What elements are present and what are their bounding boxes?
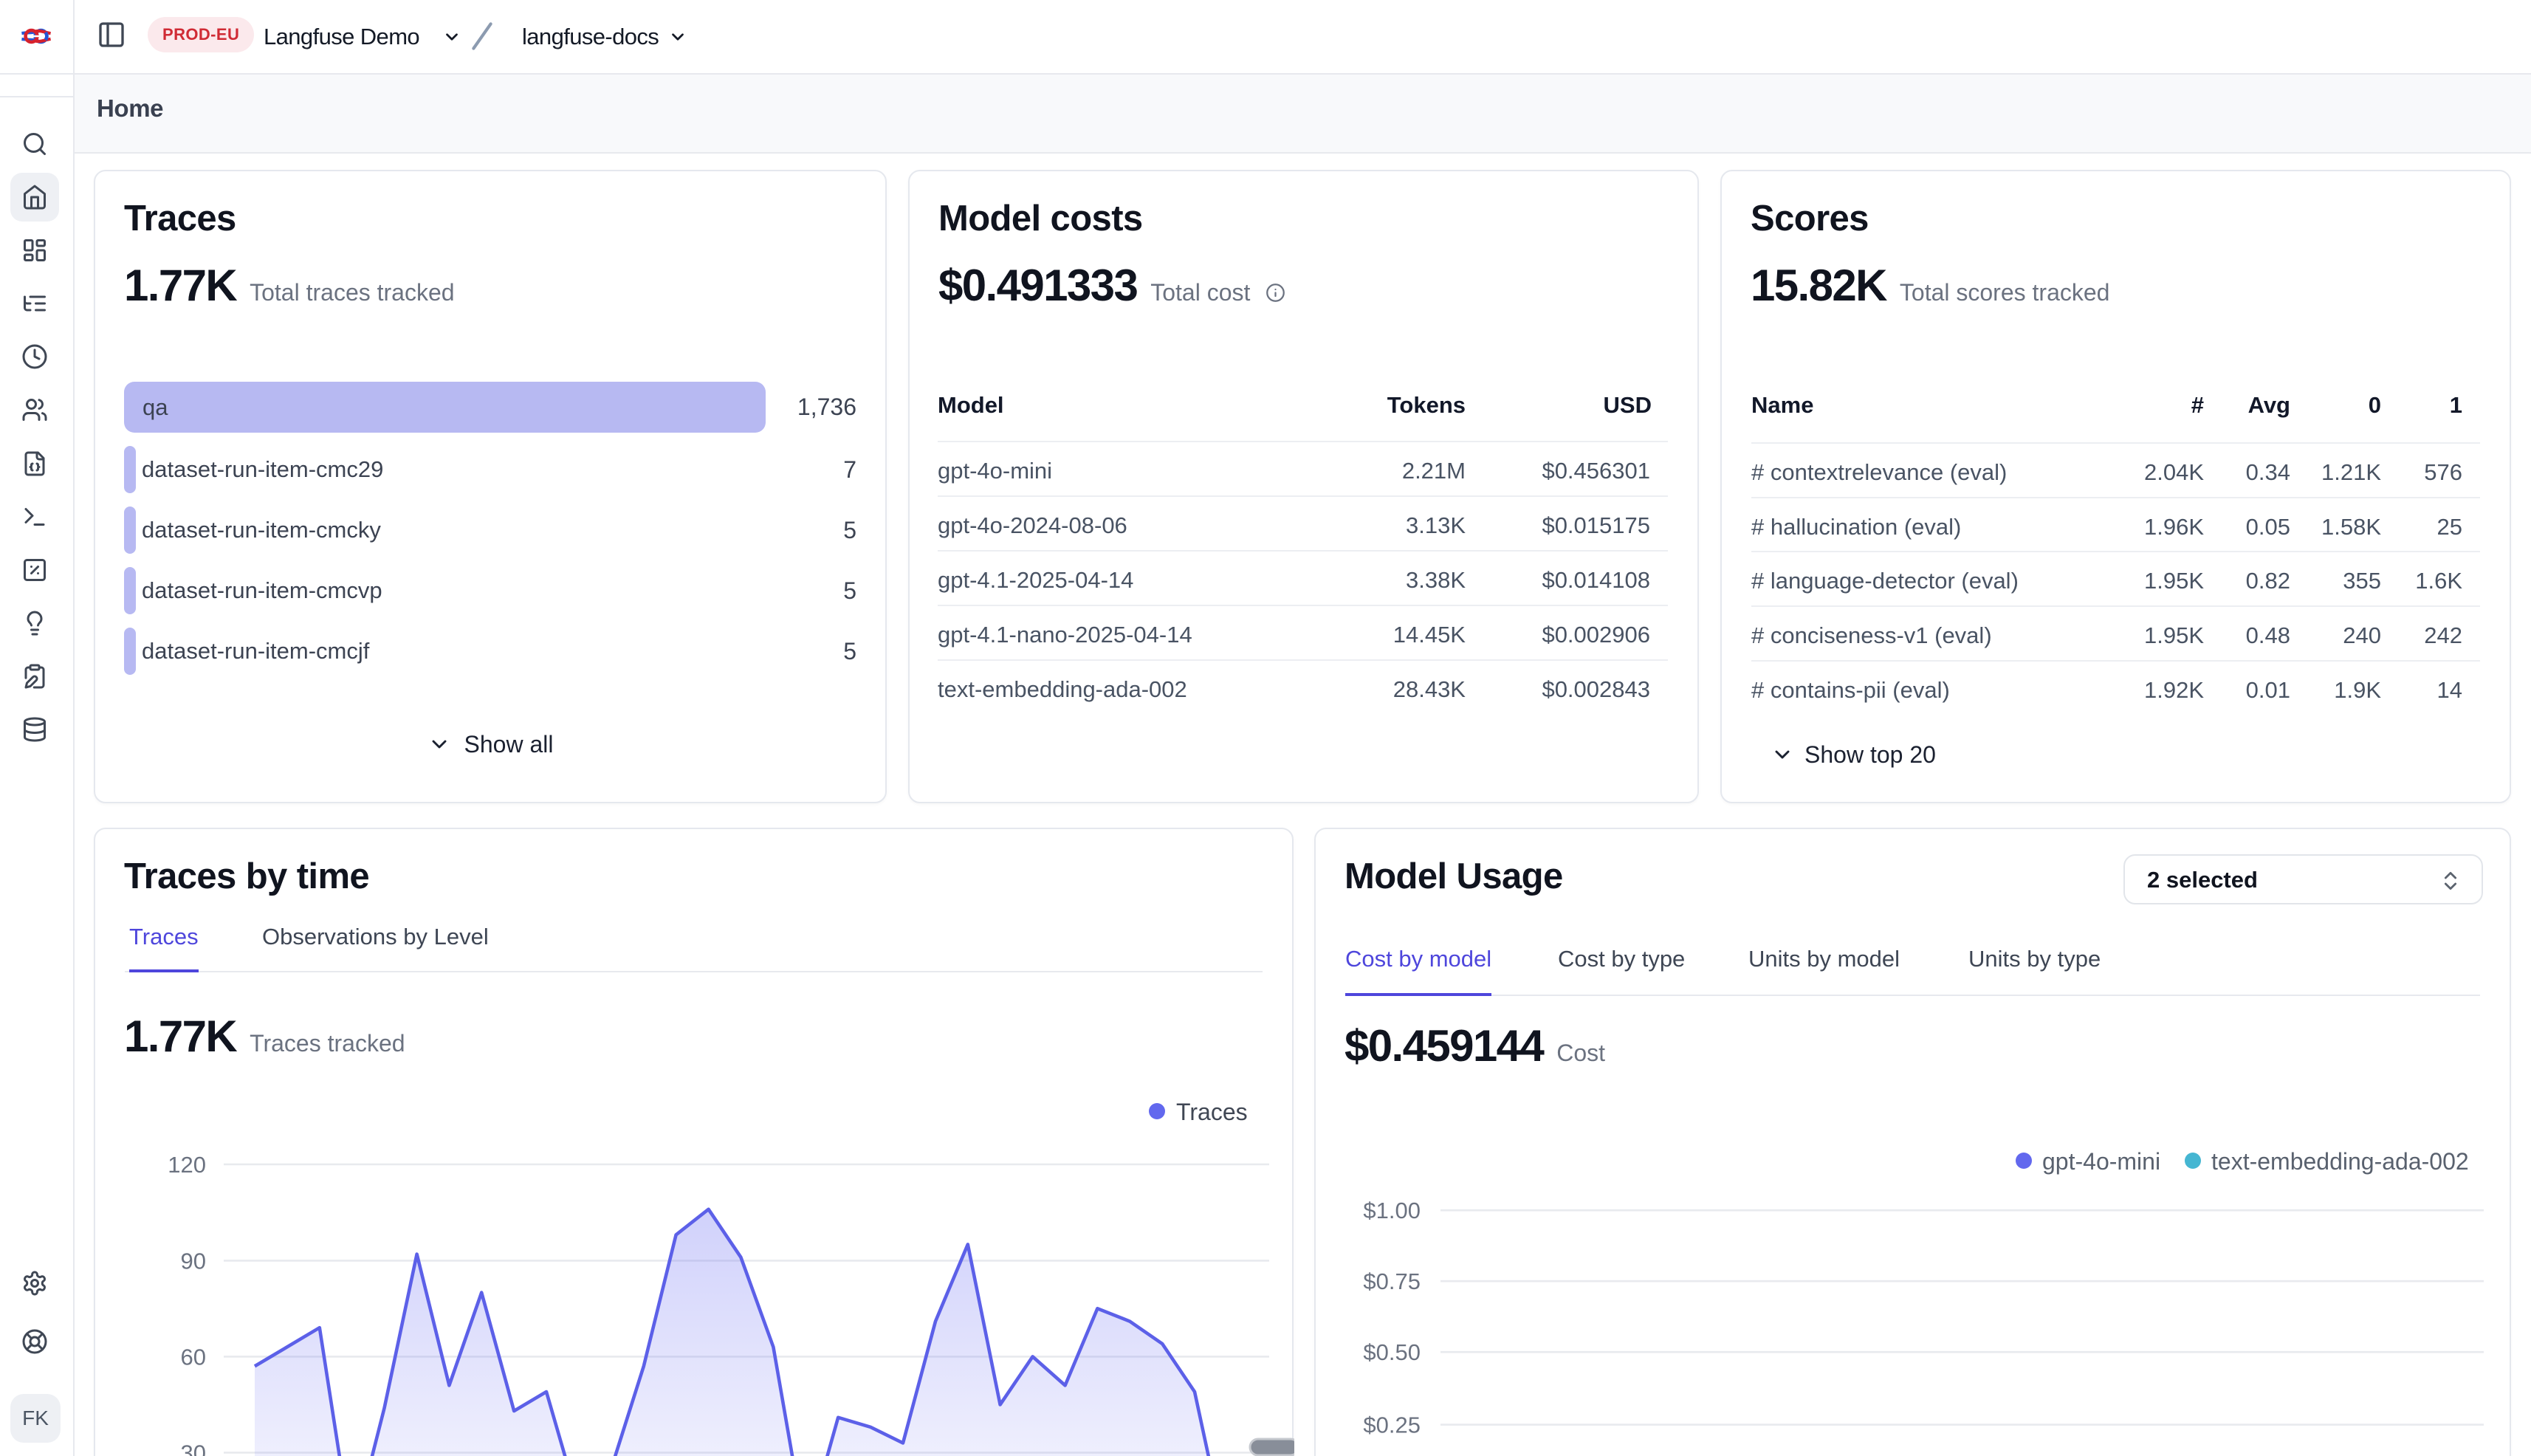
svg-text:$0.75: $0.75 xyxy=(1363,1268,1421,1294)
svg-text:$0.25: $0.25 xyxy=(1363,1412,1421,1438)
svg-text:$1.00: $1.00 xyxy=(1363,1198,1421,1223)
svg-text:60: 60 xyxy=(181,1344,206,1370)
svg-text:text-embedding-ada-002: text-embedding-ada-002 xyxy=(2211,1148,2469,1175)
svg-text:30: 30 xyxy=(181,1440,206,1456)
svg-text:Traces: Traces xyxy=(1176,1099,1248,1125)
svg-text:120: 120 xyxy=(168,1152,206,1178)
svg-text:gpt-4o-mini: gpt-4o-mini xyxy=(2042,1148,2160,1175)
svg-text:$0.50: $0.50 xyxy=(1363,1339,1421,1365)
svg-text:90: 90 xyxy=(181,1248,206,1274)
